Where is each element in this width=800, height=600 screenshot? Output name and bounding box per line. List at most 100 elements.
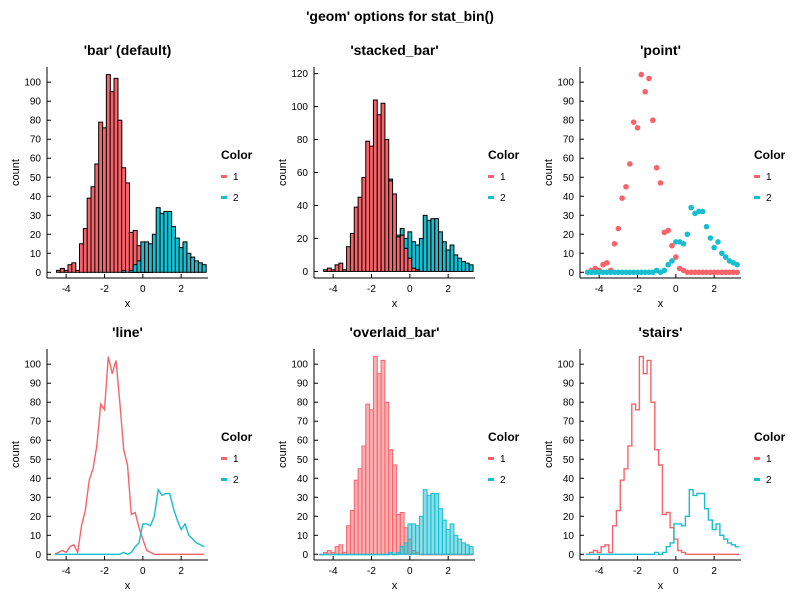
- bar-series-1: [361, 445, 367, 555]
- y-tick-label: 90: [563, 379, 575, 390]
- y-tick-label: 60: [563, 436, 575, 447]
- bar-series-1: [346, 525, 351, 555]
- legend-label-1: 1: [766, 454, 772, 465]
- point-series-2: [734, 261, 740, 268]
- x-tick-label: 0: [140, 284, 146, 295]
- point-series-2: [722, 254, 729, 260]
- bar-series-2: [438, 508, 443, 555]
- x-tick-label: -2: [367, 566, 376, 577]
- bar-series-1: [384, 401, 390, 555]
- bar-series-2: [445, 529, 451, 555]
- y-tick-label: 30: [30, 211, 42, 222]
- y-tick-label: 10: [563, 531, 575, 542]
- point-series-1: [646, 75, 652, 82]
- legend: Color 1 2: [488, 148, 520, 204]
- data-marks: [584, 71, 740, 276]
- y-tick-label: 120: [291, 69, 308, 80]
- bar-series-1: [388, 449, 394, 555]
- point-series-2: [711, 244, 717, 251]
- panel-title: 'stairs': [638, 324, 682, 340]
- legend-title: Color: [754, 148, 786, 162]
- x-tick-label: 2: [445, 566, 451, 577]
- bar-series-2: [330, 553, 336, 556]
- bar-series-1: [357, 196, 363, 272]
- point-series-2: [600, 269, 606, 276]
- y-tick-label: 40: [297, 474, 309, 485]
- x-axis-label: x: [658, 580, 664, 592]
- panel-title: 'line': [112, 324, 143, 340]
- bar-series-1: [323, 269, 328, 272]
- bar-series-1: [395, 236, 401, 272]
- bar-series-1: [326, 267, 332, 272]
- y-tick-label: 80: [563, 116, 575, 127]
- bar-series-1: [361, 176, 367, 272]
- y-tick-label: 50: [563, 173, 575, 184]
- bar-series-1: [346, 246, 351, 272]
- y-tick-label: 40: [30, 192, 42, 203]
- y-tick-label: 10: [30, 249, 42, 260]
- bar-series-1: [376, 373, 382, 555]
- bar-series-2: [407, 231, 413, 259]
- bar-series-2: [338, 553, 344, 556]
- bar-series-1: [353, 206, 359, 272]
- data-marks: [54, 356, 205, 556]
- panel-stacked_bar: 'stacked_bar' 0 20 40 60 80 100 120 -4 -2 0 2 x count…: [277, 42, 520, 310]
- y-tick-label: 50: [30, 455, 42, 466]
- point-series-1: [604, 259, 610, 266]
- bar-series-1: [338, 262, 344, 272]
- bar-series-2: [411, 523, 417, 555]
- bar-series-2: [372, 553, 378, 556]
- bar-series-2: [464, 544, 470, 555]
- y-axis-label: count: [10, 159, 22, 186]
- x-axis-label: x: [392, 580, 398, 592]
- bar-series-2: [434, 492, 440, 555]
- point-series-1: [627, 161, 633, 167]
- point-series-2: [684, 231, 691, 238]
- panel-title: 'point': [640, 42, 681, 58]
- point-series-1: [734, 269, 740, 276]
- panel-title: 'stacked_bar': [350, 42, 438, 58]
- y-axis-label: count: [543, 441, 555, 468]
- y-axis-label: count: [277, 441, 289, 468]
- point-series-2: [673, 239, 679, 245]
- y-tick-label: 90: [30, 97, 42, 108]
- x-tick-label: -4: [329, 284, 338, 295]
- legend-title: Color: [488, 148, 520, 162]
- x-tick-label: -2: [100, 284, 109, 295]
- panel-title: 'bar' (default): [84, 42, 172, 58]
- y-tick-label: 0: [302, 267, 308, 278]
- bar-series-2: [323, 553, 328, 556]
- bar-series-2: [380, 553, 386, 556]
- bar-series-2: [449, 244, 455, 272]
- bar-series-2: [369, 553, 374, 556]
- y-tick-label: 90: [563, 97, 575, 108]
- y-tick-label: 10: [563, 249, 575, 260]
- point-series-1: [657, 180, 664, 186]
- y-tick-label: 70: [297, 417, 309, 428]
- bar-series-2: [399, 228, 405, 236]
- bar-series-2: [403, 542, 409, 555]
- point-series-2: [696, 208, 702, 215]
- bar-series-2: [430, 492, 436, 555]
- bar-series-2: [201, 264, 207, 273]
- bar-series-1: [392, 193, 397, 272]
- y-axis-label: count: [10, 441, 22, 468]
- point-series-1: [707, 269, 714, 276]
- bar-series-2: [365, 553, 371, 556]
- bar-series-2: [411, 241, 417, 269]
- legend-label-1: 1: [233, 172, 239, 183]
- x-tick-label: 0: [407, 284, 413, 295]
- y-tick-label: 60: [30, 436, 42, 447]
- point-series-1: [726, 269, 733, 276]
- bar-series-1: [384, 139, 390, 272]
- bar-series-1: [403, 247, 409, 272]
- point-series-1: [650, 117, 656, 124]
- point-series-1: [719, 269, 725, 276]
- bar-series-2: [468, 546, 474, 555]
- point-series-1: [711, 269, 717, 276]
- point-series-1: [673, 254, 679, 260]
- y-tick-label: 80: [30, 116, 42, 127]
- bar-series-2: [121, 269, 127, 273]
- x-tick-label: 0: [407, 566, 413, 577]
- y-tick-label: 70: [563, 417, 575, 428]
